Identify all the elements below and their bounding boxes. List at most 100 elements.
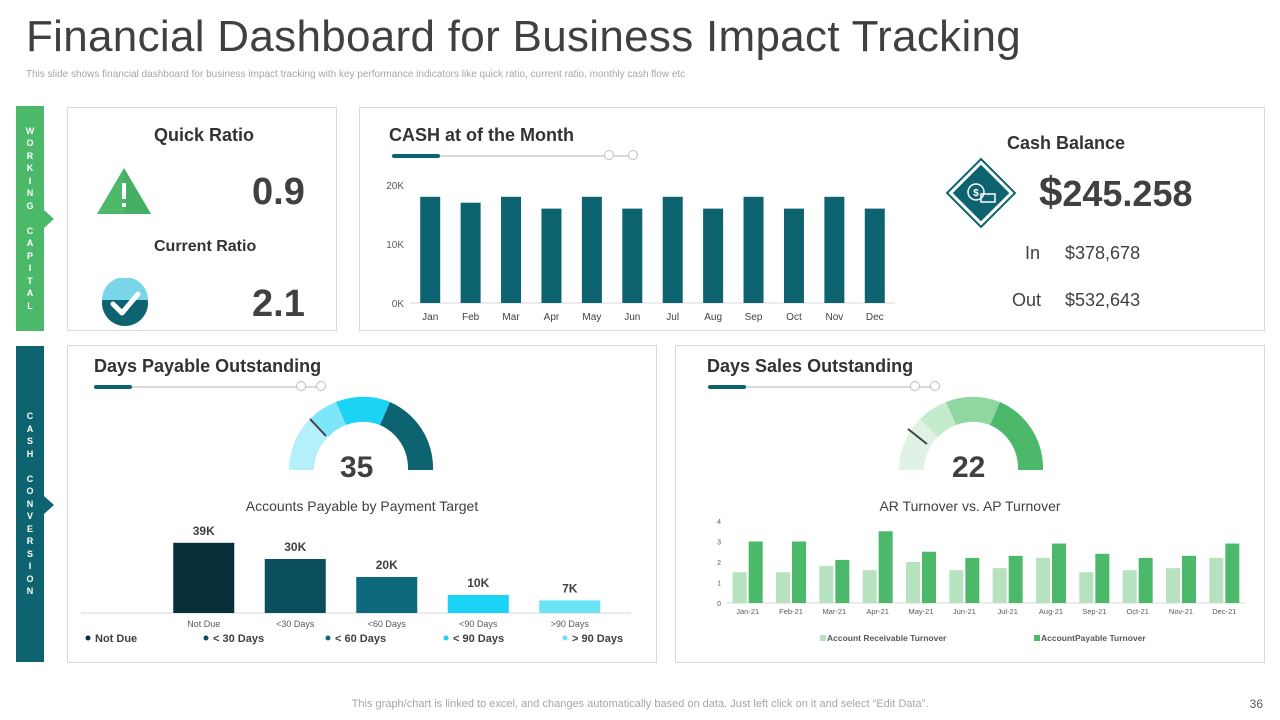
ar-turnover-bar xyxy=(1209,557,1224,603)
x-tick-label: Oct xyxy=(786,312,802,323)
slider-track xyxy=(94,386,322,388)
balance-number: 245.258 xyxy=(1062,173,1193,214)
x-tick-label: Dec-21 xyxy=(1212,607,1236,616)
ar-ap-chart: AR Turnover vs. AP Turnover 0 1 2 3 4 Jan-21 Fe… xyxy=(717,498,1246,643)
slider-dot xyxy=(628,150,638,160)
ap-turnover-bar xyxy=(1052,543,1066,603)
cash-bar xyxy=(703,208,724,303)
x-tick-label: Sep xyxy=(745,312,763,323)
x-tick-label: Sep-21 xyxy=(1082,607,1106,616)
ar-turnover-bar xyxy=(862,570,877,603)
ap-chart: Accounts Payable by Payment Target 39K Not… xyxy=(81,498,631,645)
cash-bar xyxy=(824,196,845,303)
legend-marker xyxy=(203,635,209,641)
y-tick-label: 4 xyxy=(717,519,721,526)
check-icon xyxy=(102,278,148,326)
x-tick-label: <90 Days xyxy=(459,619,498,629)
vertical-letter: R xyxy=(26,150,34,161)
x-tick-label: Jan xyxy=(422,312,438,323)
x-tick-label: Mar-21 xyxy=(822,607,846,616)
dpo-gauge xyxy=(288,396,434,470)
vertical-letter: O xyxy=(26,573,34,584)
vertical-letter: O xyxy=(26,138,34,149)
page-number: 36 xyxy=(1249,697,1263,711)
x-tick-label: >90 Days xyxy=(551,619,590,629)
legend-label: < 90 Days xyxy=(453,633,504,645)
vertical-letter: W xyxy=(25,125,35,136)
ar-turnover-bar xyxy=(1036,557,1050,603)
vertical-letter: I xyxy=(28,263,32,274)
ap-turnover-bar xyxy=(965,557,980,603)
ap-chart-title: Accounts Payable by Payment Target xyxy=(246,498,479,514)
cash-bar xyxy=(743,196,764,303)
x-tick-label: Feb-21 xyxy=(779,607,803,616)
y-tick-label: 0K xyxy=(392,299,405,310)
dso-panel: Days Sales Outstanding 22 AR Turnover vs… xyxy=(675,345,1265,663)
ap-bar xyxy=(356,577,418,613)
ar-turnover-bar xyxy=(819,566,834,603)
ratios-panel: Quick Ratio 0.9 Current Ratio 2.1 xyxy=(67,107,337,331)
legend-marker xyxy=(820,635,826,641)
vertical-letter: S xyxy=(26,436,33,447)
legend-marker xyxy=(443,635,449,641)
legend-label: > 90 Days xyxy=(572,633,623,645)
legend-label: Not Due xyxy=(95,633,137,645)
ar-turnover-bar xyxy=(1079,572,1094,603)
vertical-letter: C xyxy=(26,411,34,422)
vertical-letter: A xyxy=(26,238,34,249)
x-tick-label: May xyxy=(582,312,601,323)
cash-bar xyxy=(420,196,441,303)
cash-month-chart: 0K 10K 20K Jan Feb Mar Apr May Jun Jul Aug Sep Oct No… xyxy=(386,181,895,323)
legend-marker xyxy=(1034,635,1040,641)
ap-data-label: 10K xyxy=(467,576,489,590)
dpo-panel: Days Payable Outstanding 35 Accounts Pay… xyxy=(67,345,657,663)
ap-data-label: 39K xyxy=(193,524,215,538)
ap-data-label: 20K xyxy=(376,558,398,572)
dso-gauge-value: 22 xyxy=(952,451,986,484)
legend-label: < 60 Days xyxy=(335,633,386,645)
ar-turnover-bar xyxy=(1166,568,1180,603)
x-tick-label: Nov-21 xyxy=(1169,607,1193,616)
ap-turnover-bar xyxy=(1138,557,1153,603)
cash-bar xyxy=(581,196,602,303)
footer-note: This graph/chart is linked to excel, and… xyxy=(351,698,929,710)
x-tick-label: Jul-21 xyxy=(997,607,1017,616)
legend-label: Account Receivable Turnover xyxy=(827,633,947,643)
slider-dot xyxy=(930,381,940,391)
vertical-letter xyxy=(25,460,35,473)
ar-turnover-bar xyxy=(732,572,747,603)
cash-bar xyxy=(541,208,562,303)
quick-ratio-label: Quick Ratio xyxy=(154,125,255,145)
vertical-letter: L xyxy=(27,300,33,311)
slider-accent xyxy=(708,385,746,389)
cash-bar xyxy=(864,208,885,303)
x-tick-label: Apr xyxy=(544,312,560,323)
x-tick-label: Dec xyxy=(866,312,884,323)
vertical-letter: T xyxy=(27,275,33,286)
slider-dot xyxy=(296,381,306,391)
vertical-letter: N xyxy=(26,188,34,199)
ar-turnover-bar xyxy=(992,568,1007,603)
vertical-letter: R xyxy=(26,536,34,547)
dpo-gauge-value: 35 xyxy=(340,451,374,484)
ar-turnover-bar xyxy=(949,570,964,603)
vertical-letter: P xyxy=(26,250,33,261)
x-tick-label: Mar xyxy=(502,312,520,323)
x-tick-label: Jul xyxy=(666,312,679,323)
ap-bar xyxy=(173,542,235,613)
y-tick-label: 1 xyxy=(717,581,721,588)
vertical-letter: G xyxy=(26,200,34,211)
vertical-letter: H xyxy=(26,448,34,459)
ap-data-label: 7K xyxy=(562,581,578,595)
ap-bar xyxy=(264,559,326,613)
y-tick-label: 10K xyxy=(386,240,404,251)
cash-balance-amount: $245.258 xyxy=(1039,168,1193,216)
ap-turnover-bar xyxy=(792,541,806,603)
x-tick-label: Feb xyxy=(462,312,480,323)
vertical-letter: E xyxy=(26,523,33,534)
vertical-letter: K xyxy=(26,163,34,174)
ar-turnover-bar xyxy=(1122,570,1137,603)
vertical-letter: C xyxy=(26,473,34,484)
quick-ratio-value: 0.9 xyxy=(252,171,305,213)
